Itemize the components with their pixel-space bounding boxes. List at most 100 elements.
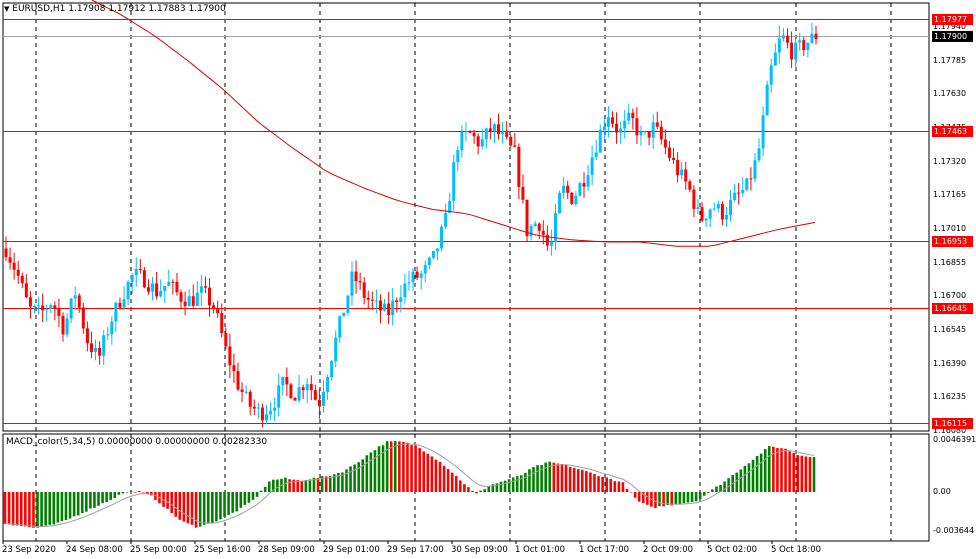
price-tick-label: 1.17630 — [933, 89, 967, 99]
candle-body — [757, 148, 761, 161]
candle-body — [391, 300, 395, 315]
candle-body — [533, 223, 537, 226]
macd-bar — [511, 477, 515, 492]
macd-bar — [625, 488, 629, 492]
macd-bar — [601, 476, 604, 492]
candle-body — [415, 271, 419, 278]
candle-body — [163, 285, 167, 291]
macd-bar — [463, 484, 466, 492]
chevron-down-icon[interactable]: ▼ — [4, 5, 10, 13]
macd-bar — [97, 492, 100, 506]
candle-body — [733, 192, 737, 201]
candle-body — [639, 131, 643, 136]
candle-body — [606, 117, 610, 127]
time-tick-label: 29 Sep 01:00 — [323, 545, 380, 555]
macd-header: MACD_color(5,34,5) 0.00000000 0.00000000… — [6, 437, 268, 447]
macd-bar — [93, 492, 96, 508]
macd-bar — [410, 445, 413, 492]
macd-bar — [68, 492, 72, 519]
macd-bar — [56, 492, 60, 523]
macd-bar — [48, 492, 52, 525]
candle-body — [513, 145, 517, 147]
macd-bar — [434, 459, 438, 492]
candle-body — [256, 407, 260, 409]
macd-bar — [373, 450, 377, 492]
macd-bar — [137, 490, 141, 492]
candle-body — [118, 302, 122, 308]
macd-bar — [544, 462, 547, 492]
price-level-label: 1.16645 — [932, 303, 973, 314]
macd-bar — [288, 479, 291, 492]
candle-body — [28, 297, 32, 307]
macd-axis-min: -0.003644 — [933, 526, 975, 535]
candle-body — [545, 234, 549, 246]
macd-bar — [446, 469, 450, 492]
candle-body — [566, 185, 570, 193]
macd-bar — [129, 491, 133, 492]
time-tick-label: 24 Sep 08:00 — [66, 545, 123, 555]
macd-bar — [109, 492, 112, 500]
macd-bar — [438, 461, 442, 492]
candle-body — [281, 376, 285, 386]
macd-bar — [454, 475, 458, 492]
macd-bar — [772, 446, 775, 492]
macd-bar — [377, 446, 381, 492]
macd-bar — [711, 489, 714, 492]
macd-bar — [548, 461, 552, 492]
candle-body — [704, 218, 708, 221]
macd-bar — [64, 492, 68, 521]
candle-body — [326, 377, 330, 392]
macd-bar — [206, 492, 210, 524]
macd-bar — [735, 472, 739, 492]
candle-body — [122, 299, 126, 308]
candle-body — [631, 112, 635, 119]
candle-body — [350, 271, 354, 296]
candle-body — [578, 183, 582, 196]
candle-body — [602, 126, 606, 131]
macd-bar — [637, 492, 641, 502]
candle-body — [142, 270, 146, 288]
macd-bar — [32, 492, 35, 528]
candle-body — [423, 264, 427, 274]
candle-body — [448, 200, 452, 213]
macd-bar — [80, 492, 84, 514]
candle-body — [41, 305, 45, 311]
macd-bar — [166, 492, 169, 509]
time-tick-label: 5 Oct 02:00 — [707, 545, 758, 555]
macd-bar — [381, 445, 385, 492]
macd-bar — [605, 477, 608, 492]
candle-body — [313, 390, 317, 400]
candle-body — [203, 286, 207, 288]
macd-bar — [393, 441, 397, 492]
candle-body — [480, 139, 484, 147]
macd-bar — [52, 492, 56, 525]
macd-bar — [426, 453, 430, 492]
candle-body — [37, 305, 41, 307]
candle-body — [749, 178, 753, 180]
candle-body — [338, 316, 342, 338]
macd-bar — [235, 492, 239, 512]
macd-bar — [113, 492, 117, 498]
macd-bar — [780, 448, 783, 492]
macd-bar — [503, 480, 507, 492]
macd-bar — [353, 464, 356, 492]
candle-body — [444, 212, 448, 227]
candle-body — [456, 150, 460, 163]
candle-body — [32, 306, 36, 308]
macd-bar — [747, 463, 751, 492]
candle-body — [659, 126, 663, 140]
price-tick-label: 1.17785 — [933, 55, 967, 65]
macd-bar — [552, 462, 556, 492]
time-tick-label: 1 Oct 01:00 — [515, 545, 566, 555]
candle-body — [53, 305, 57, 309]
macd-bar — [727, 478, 730, 492]
macd-bar — [60, 492, 64, 522]
time-tick-label: 2 Oct 09:00 — [643, 545, 694, 555]
macd-bar — [804, 456, 808, 492]
macd-bar — [646, 492, 649, 505]
candle-body — [220, 313, 224, 333]
candle-body — [541, 230, 545, 235]
candle-body — [773, 52, 777, 66]
macd-bar — [515, 476, 519, 492]
